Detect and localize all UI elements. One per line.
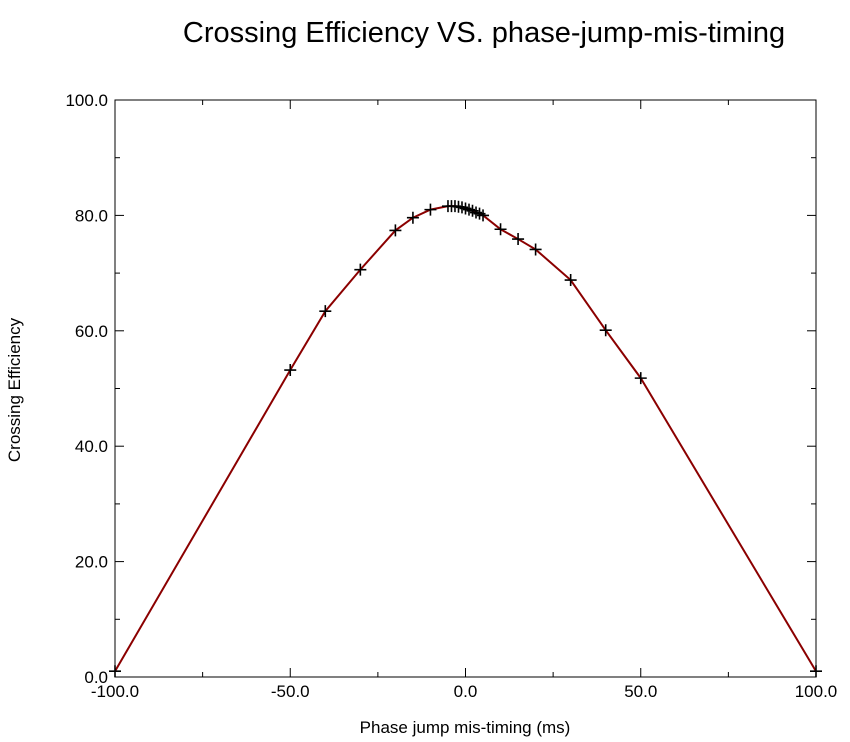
data-point-marker — [406, 211, 419, 224]
data-point-marker — [284, 364, 297, 377]
data-point-marker — [810, 665, 822, 678]
data-point-marker — [354, 263, 367, 276]
data-point-marker — [319, 305, 332, 318]
data-point-marker — [389, 224, 402, 237]
data-point-marker — [424, 203, 437, 216]
y-tick-label: 20.0 — [75, 553, 108, 572]
data-point-marker — [477, 209, 490, 222]
data-point-marker — [529, 243, 542, 256]
x-tick-label: 50.0 — [624, 682, 657, 701]
x-tick-label: -50.0 — [271, 682, 310, 701]
plot-area: -100.0 -50.0 0.0 50.0 100.0 0.0 20.0 40.0 60.0 80… — [65, 91, 837, 701]
y-tick-label: 0.0 — [84, 668, 108, 687]
y-axis-title: Crossing Efficiency — [5, 317, 24, 462]
x-tick-label: 0.0 — [454, 682, 478, 701]
y-tick-label: 60.0 — [75, 322, 108, 341]
data-point-marker — [512, 233, 525, 246]
series-line — [114, 205, 817, 672]
data-point-marker — [599, 324, 612, 337]
x-tick-label: -100.0 — [91, 682, 139, 701]
plot-frame — [114, 99, 817, 678]
y-tick-label: 80.0 — [75, 206, 108, 225]
x-axis-title: Phase jump mis-timing (ms) — [360, 718, 571, 737]
data-point-marker — [494, 223, 507, 236]
y-tick-label: 100.0 — [65, 91, 108, 110]
chart-title: Crossing Efficiency VS. phase-jump-mis-t… — [183, 17, 785, 49]
data-point-marker — [564, 274, 577, 287]
data-point-marker — [634, 372, 647, 385]
data-point-marker — [109, 665, 121, 678]
x-tick-label: 100.0 — [795, 682, 838, 701]
y-tick-label: 40.0 — [75, 437, 108, 456]
